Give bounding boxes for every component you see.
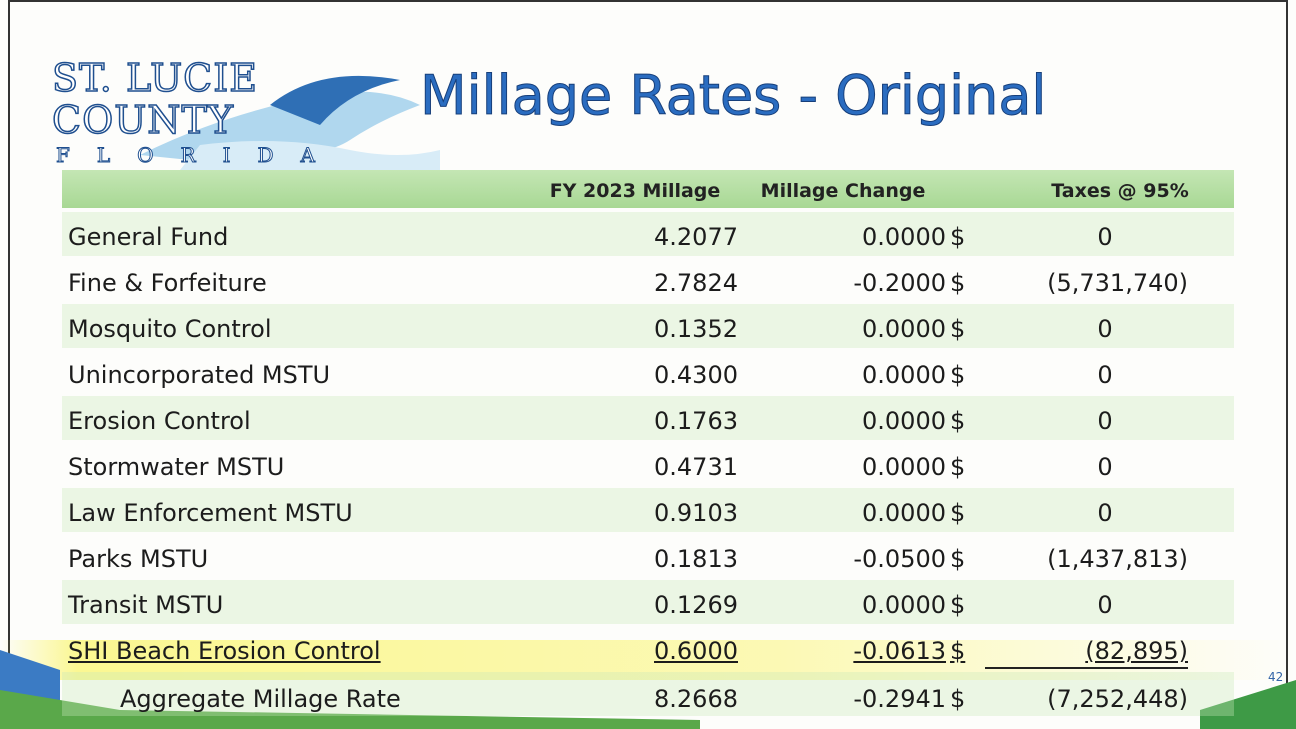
row-label: Fine & Forfeiture	[68, 268, 267, 298]
millage: 2.7824	[560, 268, 738, 298]
currency: $	[950, 498, 965, 528]
page-number: 42	[1268, 670, 1283, 684]
currency: $	[950, 544, 965, 574]
currency: $	[950, 636, 965, 666]
logo-line: COUNTY	[52, 98, 234, 142]
logo-line: FLORIDA	[56, 143, 342, 167]
header-cell: FY 2023 Millage	[535, 176, 735, 206]
millage-change: 0.0000	[760, 314, 946, 344]
currency: $	[950, 452, 965, 482]
underline	[985, 667, 1188, 669]
millage-change: 0.0000	[760, 452, 946, 482]
millage: 0.1763	[560, 406, 738, 436]
millage: 4.2077	[560, 222, 738, 252]
taxes: 0	[1040, 314, 1170, 344]
currency: $	[950, 684, 965, 714]
taxes: 0	[1040, 360, 1170, 390]
millage-change: -0.2000	[760, 268, 946, 298]
millage: 0.1352	[560, 314, 738, 344]
taxes: 0	[1040, 498, 1170, 528]
millage: 0.1269	[560, 590, 738, 620]
taxes: (7,252,448)	[990, 684, 1188, 714]
header-cell: Millage Change	[748, 176, 938, 206]
millage: 0.6000	[560, 636, 738, 666]
title: Millage Rates - Original	[420, 64, 1046, 127]
row-label: Erosion Control	[68, 406, 251, 436]
row-label: Stormwater MSTU	[68, 452, 284, 482]
logo-line: ST. LUCIE	[52, 56, 258, 100]
currency: $	[950, 222, 965, 252]
row-label: Aggregate Millage Rate	[120, 684, 401, 714]
millage: 0.9103	[560, 498, 738, 528]
currency: $	[950, 314, 965, 344]
millage-change: -0.0500	[760, 544, 946, 574]
currency: $	[950, 268, 965, 298]
taxes: (5,731,740)	[990, 268, 1188, 298]
taxes: 0	[1040, 452, 1170, 482]
row-label: Transit MSTU	[68, 590, 223, 620]
taxes: (82,895)	[990, 636, 1188, 666]
taxes: (1,437,813)	[990, 544, 1188, 574]
currency: $	[950, 406, 965, 436]
millage-change: -0.2941	[760, 684, 946, 714]
taxes: 0	[1040, 222, 1170, 252]
currency: $	[950, 360, 965, 390]
millage-change: 0.0000	[760, 222, 946, 252]
row-label: Mosquito Control	[68, 314, 271, 344]
taxes: 0	[1040, 590, 1170, 620]
millage-change: -0.0613	[760, 636, 946, 666]
row-label: Parks MSTU	[68, 544, 208, 574]
millage: 0.4731	[560, 452, 738, 482]
millage: 8.2668	[560, 684, 738, 714]
row-label: Law Enforcement MSTU	[68, 498, 353, 528]
row-label: SHI Beach Erosion Control	[68, 636, 381, 666]
taxes: 0	[1040, 406, 1170, 436]
millage-change: 0.0000	[760, 406, 946, 436]
row-label: General Fund	[68, 222, 228, 252]
millage: 0.4300	[560, 360, 738, 390]
millage-change: 0.0000	[760, 590, 946, 620]
millage: 0.1813	[560, 544, 738, 574]
row-label: Unincorporated MSTU	[68, 360, 330, 390]
header-cell: Taxes @ 95%	[1010, 176, 1230, 206]
slide: ST. LUCIE COUNTY FLORIDA Millage Rates -…	[0, 0, 1296, 729]
millage-change: 0.0000	[760, 498, 946, 528]
millage-change: 0.0000	[760, 360, 946, 390]
currency: $	[950, 590, 965, 620]
